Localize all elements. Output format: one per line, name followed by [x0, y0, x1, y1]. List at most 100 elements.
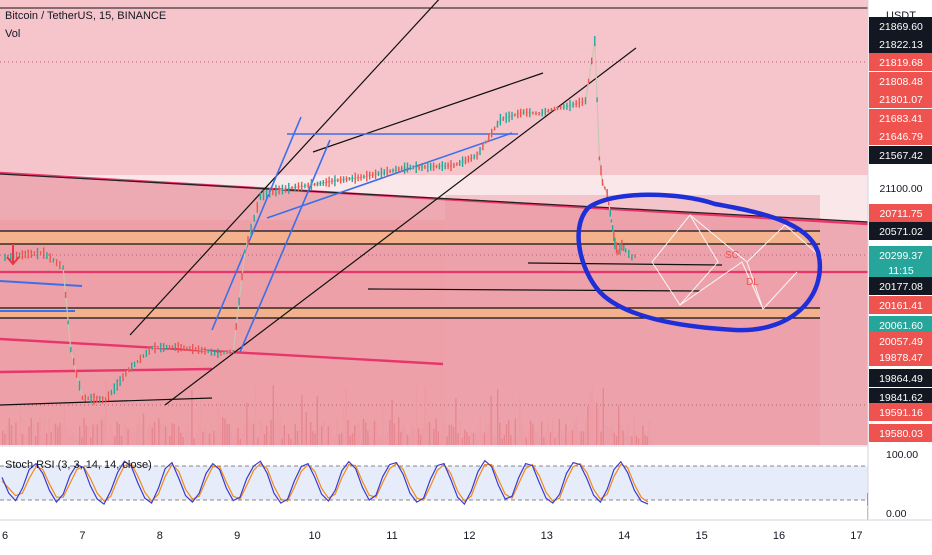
- volume-bar: [239, 438, 241, 445]
- volume-bar: [310, 422, 312, 445]
- volume-bar: [107, 437, 109, 445]
- volume-bar: [217, 402, 219, 445]
- volume-bar: [424, 386, 426, 445]
- volume-bar: [32, 424, 35, 445]
- price-label-bg: [869, 179, 932, 197]
- volume-bar: [279, 418, 281, 445]
- volume-bar: [261, 421, 263, 445]
- volume-bar: [72, 432, 74, 445]
- volume-bar: [70, 435, 72, 445]
- price-label-bg: [869, 316, 932, 334]
- annotation-dl: DL: [746, 277, 759, 288]
- volume-bar: [530, 420, 532, 445]
- volume-bar: [193, 438, 195, 445]
- price-label-bg: [869, 35, 932, 53]
- volume-bar: [389, 420, 391, 445]
- volume-bar: [508, 420, 510, 445]
- price-label: 21822.13: [879, 39, 923, 51]
- volume-bar: [281, 438, 283, 445]
- volume-bar: [488, 423, 490, 445]
- volume-bar: [347, 420, 349, 445]
- volume-bar: [200, 393, 202, 445]
- volume-bar: [448, 424, 450, 445]
- volume-bar: [369, 436, 371, 445]
- volume-bar: [497, 389, 499, 445]
- price-label-bg: [869, 403, 932, 421]
- volume-bar: [420, 434, 422, 445]
- x-tick-label: 9: [234, 530, 240, 542]
- volume-bar: [321, 426, 323, 445]
- time-axis-bg[interactable]: [0, 520, 932, 550]
- volume-bar: [470, 432, 472, 445]
- volume-bar: [435, 418, 437, 445]
- price-label: 19841.62: [879, 392, 923, 404]
- price-label-bg: [869, 17, 932, 35]
- volume-bar: [409, 436, 411, 445]
- volume-bar: [558, 419, 560, 445]
- volume-bar: [274, 421, 277, 445]
- volume-bar: [365, 422, 367, 445]
- volume-bar: [79, 426, 81, 445]
- volume-bar: [65, 429, 68, 445]
- volume-bar: [197, 421, 200, 445]
- volume-bar: [490, 395, 492, 445]
- volume-bar: [629, 435, 631, 445]
- volume-bar: [277, 407, 279, 445]
- blue-channel-left: [211, 116, 302, 331]
- volume-bar: [426, 423, 428, 445]
- volume-bar: [578, 431, 580, 445]
- volume-bar: [41, 435, 43, 445]
- volume-bar: [153, 422, 156, 445]
- volume-bar: [250, 425, 252, 445]
- volume-bar: [81, 437, 83, 445]
- volume-bar: [574, 421, 576, 445]
- volume-bar: [479, 417, 481, 445]
- volume-bar: [230, 431, 233, 445]
- level-black-4: [367, 288, 701, 292]
- volume-bar: [4, 433, 6, 445]
- volume-bar: [149, 418, 151, 445]
- volume-bar: [521, 423, 523, 445]
- volume-bar: [123, 424, 125, 445]
- volume-bar: [362, 419, 365, 445]
- volume-bar: [103, 417, 105, 445]
- volume-bar: [439, 435, 442, 445]
- volume-bar: [523, 432, 525, 445]
- volume-bar: [549, 432, 552, 445]
- volume-bar: [184, 430, 186, 445]
- volume-bar: [2, 430, 4, 445]
- volume-bar: [59, 422, 61, 445]
- price-label-bg: [869, 146, 932, 164]
- volume-bar: [109, 424, 112, 445]
- volume-bar: [211, 427, 213, 445]
- volume-bar: [98, 419, 101, 445]
- volume-bar: [527, 429, 530, 445]
- volume-bar: [288, 434, 290, 445]
- volume-bar: [404, 427, 406, 445]
- volume-bar: [8, 418, 10, 445]
- volume-bar: [87, 427, 90, 445]
- volume-bar: [571, 430, 574, 445]
- price-labels: 21869.60 21822.13 21819.68 21808.48 21801.07…: [869, 17, 932, 442]
- volume-bar: [43, 421, 46, 445]
- volume-bar: [477, 434, 479, 445]
- volume-bar: [519, 397, 521, 445]
- price-label: 21801.07: [879, 94, 923, 106]
- volume-bar: [120, 435, 123, 445]
- volume-bar: [178, 426, 180, 445]
- price-label-bg: [869, 53, 932, 71]
- price-label-bg: [869, 296, 932, 314]
- price-label: 21646.79: [879, 131, 923, 143]
- x-tick-label: 12: [463, 530, 475, 542]
- level-black-3: [527, 262, 723, 266]
- volume-bar: [329, 421, 332, 445]
- volume-bar: [228, 424, 230, 445]
- volume-bar: [464, 429, 466, 445]
- volume-bar: [125, 425, 127, 445]
- volume-bar: [21, 434, 24, 445]
- volume-bar: [268, 431, 270, 445]
- volume-bar: [233, 436, 235, 445]
- volume-bar: [76, 437, 79, 445]
- volume-bar: [378, 435, 380, 445]
